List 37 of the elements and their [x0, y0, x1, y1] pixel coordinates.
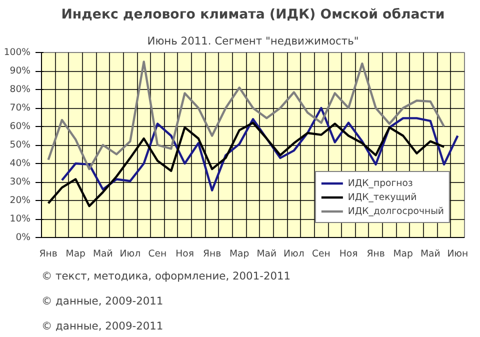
x-tick-label: Июн [447, 248, 468, 260]
x-tick-label: Мар [230, 248, 250, 260]
x-tick-label: Ноя [176, 248, 194, 260]
y-tick-label: 20% [10, 195, 31, 206]
chart-subtitle: Июнь 2011. Сегмент "недвижимость" [147, 34, 359, 48]
line-series [47, 60, 446, 170]
y-tick-label: 50% [10, 140, 31, 150]
y-tick-label: 100% [4, 47, 31, 58]
x-tick-label: Сен [312, 248, 330, 260]
x-tick-label: Май [256, 248, 277, 260]
x-tick-label: Июл [284, 248, 304, 260]
legend-label: ИДК_долгосрочный [348, 205, 444, 217]
x-tick-label: Мар [393, 248, 414, 260]
y-tick-label: 0% [16, 232, 31, 243]
y-tick-label: 30% [10, 176, 31, 188]
x-tick-label: Янв [366, 248, 385, 260]
y-tick-label: 40% [10, 158, 31, 169]
line-series [60, 106, 459, 192]
y-tick-label: 70% [10, 102, 31, 114]
y-tick-label: 80% [10, 84, 31, 95]
legend-label: ИДК_прогноз [348, 177, 413, 189]
text: © данные, 2009-2011 [42, 320, 164, 332]
x-tick-label: Июл [120, 248, 141, 260]
x-tick-label: Май [420, 248, 440, 260]
x-tick-label: Мар [66, 248, 86, 260]
text: © текст, методика, оформление, 2001-2011 [42, 270, 291, 282]
chart-title: Индекс делового климата (ИДК) Омской области [61, 8, 445, 22]
x-tick-label: Ноя [339, 248, 358, 260]
legend-label: ИДК_текущий [348, 191, 417, 203]
y-tick-label: 90% [10, 66, 31, 76]
x-tick-label: Янв [203, 248, 222, 260]
y-tick-label: 10% [10, 214, 31, 224]
y-tick-label: 60% [10, 121, 31, 132]
x-tick-label: Май [92, 248, 113, 260]
text: © данные, 2009-2011 [42, 294, 164, 308]
x-tick-label: Сен [148, 248, 167, 260]
x-tick-label: Янв [39, 248, 58, 260]
